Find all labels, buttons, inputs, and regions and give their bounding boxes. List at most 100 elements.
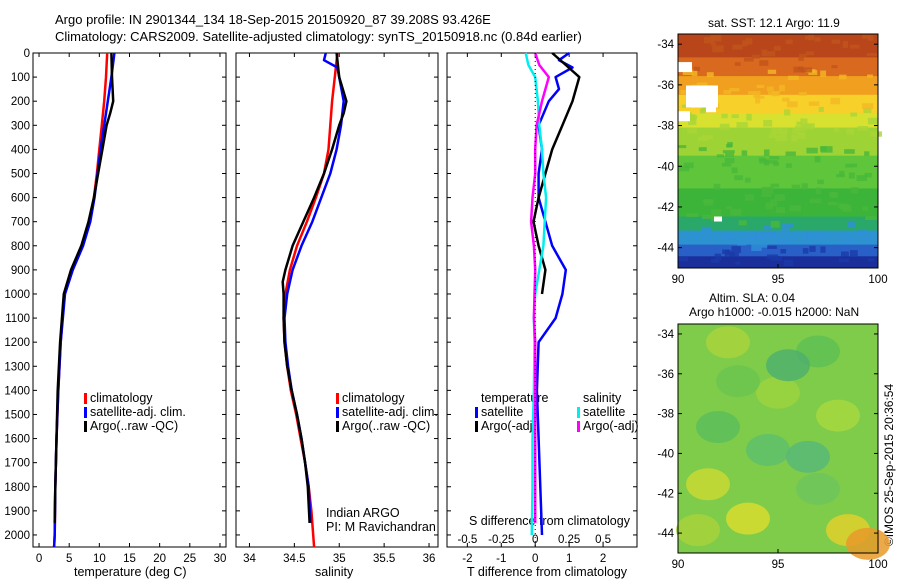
x-tick-label: 25 (183, 553, 196, 565)
sla-blob (786, 440, 830, 473)
sst-texture (785, 151, 796, 156)
map-x-tick-label: 95 (772, 274, 785, 286)
sst-texture (870, 131, 883, 137)
sst-texture (734, 62, 741, 66)
sla-blob (766, 349, 810, 382)
sst-texture (742, 40, 748, 47)
sst-texture (758, 157, 766, 162)
sst-texture (713, 183, 721, 190)
sst-texture (867, 258, 875, 262)
sst-texture (779, 84, 785, 92)
pi-annotation: PI: M Ravichandran (326, 520, 436, 534)
y-tick-label: 1600 (4, 434, 30, 446)
sst-texture (767, 69, 777, 74)
map-y-tick-label: -42 (657, 488, 674, 500)
sla-blob (716, 365, 760, 398)
sst-texture (703, 36, 715, 44)
missing-data-patch (706, 104, 716, 113)
sst-texture (832, 191, 839, 198)
sst-texture (765, 202, 773, 210)
sst-texture (755, 98, 761, 104)
sst-texture (862, 103, 874, 109)
sst-band (678, 94, 878, 115)
sst-texture (766, 232, 776, 238)
sst-texture (767, 245, 777, 249)
sst-texture (842, 41, 849, 48)
sst-texture (867, 74, 873, 78)
map-y-tick-label: -34 (657, 39, 674, 51)
x-tick-label: 1 (566, 553, 572, 565)
sst-texture (800, 118, 808, 126)
y-tick-label: 0 (24, 48, 30, 60)
sst-texture (857, 230, 869, 236)
salinity-diff-tick-label: 0 (532, 534, 538, 546)
sst-texture (701, 226, 712, 233)
sst-texture (678, 165, 690, 172)
legend-swatch (336, 393, 339, 404)
map-y-tick-label: -34 (657, 329, 674, 341)
sst-band (678, 155, 878, 189)
sst-texture (798, 66, 804, 71)
series-line-satellite (535, 51, 574, 536)
sst-texture (710, 42, 717, 46)
y-tick-label: 1200 (4, 337, 30, 349)
sst-texture (719, 123, 730, 130)
sst-texture (702, 214, 714, 219)
sst-texture (772, 127, 782, 135)
sst-texture (734, 175, 744, 181)
sla-blob (756, 376, 800, 409)
sst-texture (815, 187, 822, 195)
sst-texture (770, 257, 783, 261)
sst-texture (766, 160, 778, 164)
sst-texture (844, 149, 855, 154)
map-x-tick-label: 90 (672, 559, 685, 571)
legend-t-satellite: satellite (481, 405, 524, 419)
sst-texture (865, 216, 877, 221)
map-y-tick-label: -42 (657, 202, 674, 214)
sst-texture (678, 257, 689, 262)
sst-texture (809, 198, 822, 204)
sst-texture (691, 70, 698, 77)
y-tick-label: 800 (11, 241, 30, 253)
sla-blob (726, 502, 770, 535)
sst-texture (833, 127, 840, 132)
sst-texture (687, 127, 698, 134)
sst-texture (722, 249, 730, 255)
sla-blob (846, 527, 890, 560)
t-difference-axis-label: T difference from climatology (467, 565, 628, 579)
sst-map (678, 34, 883, 269)
legend-header-salinity: salinity (583, 391, 622, 405)
x-tick-label: 5 (66, 553, 72, 565)
sst-texture (864, 172, 872, 178)
series-line-argoadj (532, 52, 581, 295)
sst-texture (798, 56, 804, 61)
legend-swatch (84, 421, 87, 432)
plot-frame-2 (446, 52, 638, 548)
legend-argo: Argo(..raw -QC) (342, 419, 431, 433)
sst-texture (724, 235, 733, 240)
profile-title: Argo profile: IN 2901344_134 18-Sep-2015… (55, 12, 491, 27)
sst-texture (761, 49, 768, 57)
sst-band (678, 113, 878, 129)
sst-texture (851, 163, 858, 168)
sst-texture (845, 163, 853, 168)
y-tick-label: 1500 (4, 409, 30, 421)
sst-texture (807, 34, 815, 41)
x-tick-label: 0 (36, 553, 42, 565)
sst-texture (850, 112, 858, 117)
sst-texture (806, 147, 818, 154)
series-line-satelliteadjclim (283, 52, 345, 523)
y-tick-label: 1800 (4, 482, 30, 494)
x-tick-label: 35.5 (373, 553, 395, 565)
sst-texture (751, 244, 762, 252)
climatology-subtitle: Climatology: CARS2009. Satellite-adjuste… (55, 29, 582, 44)
sst-texture (701, 104, 710, 112)
series-line-satellite (524, 52, 548, 536)
sst-texture (785, 163, 792, 168)
sla-blob (706, 326, 750, 359)
sst-texture (731, 246, 741, 253)
salinity-diff-tick-label: -0.25 (488, 534, 514, 546)
sst-texture (735, 261, 741, 265)
sst-texture (693, 66, 700, 72)
y-tick-label: 2000 (4, 530, 30, 542)
